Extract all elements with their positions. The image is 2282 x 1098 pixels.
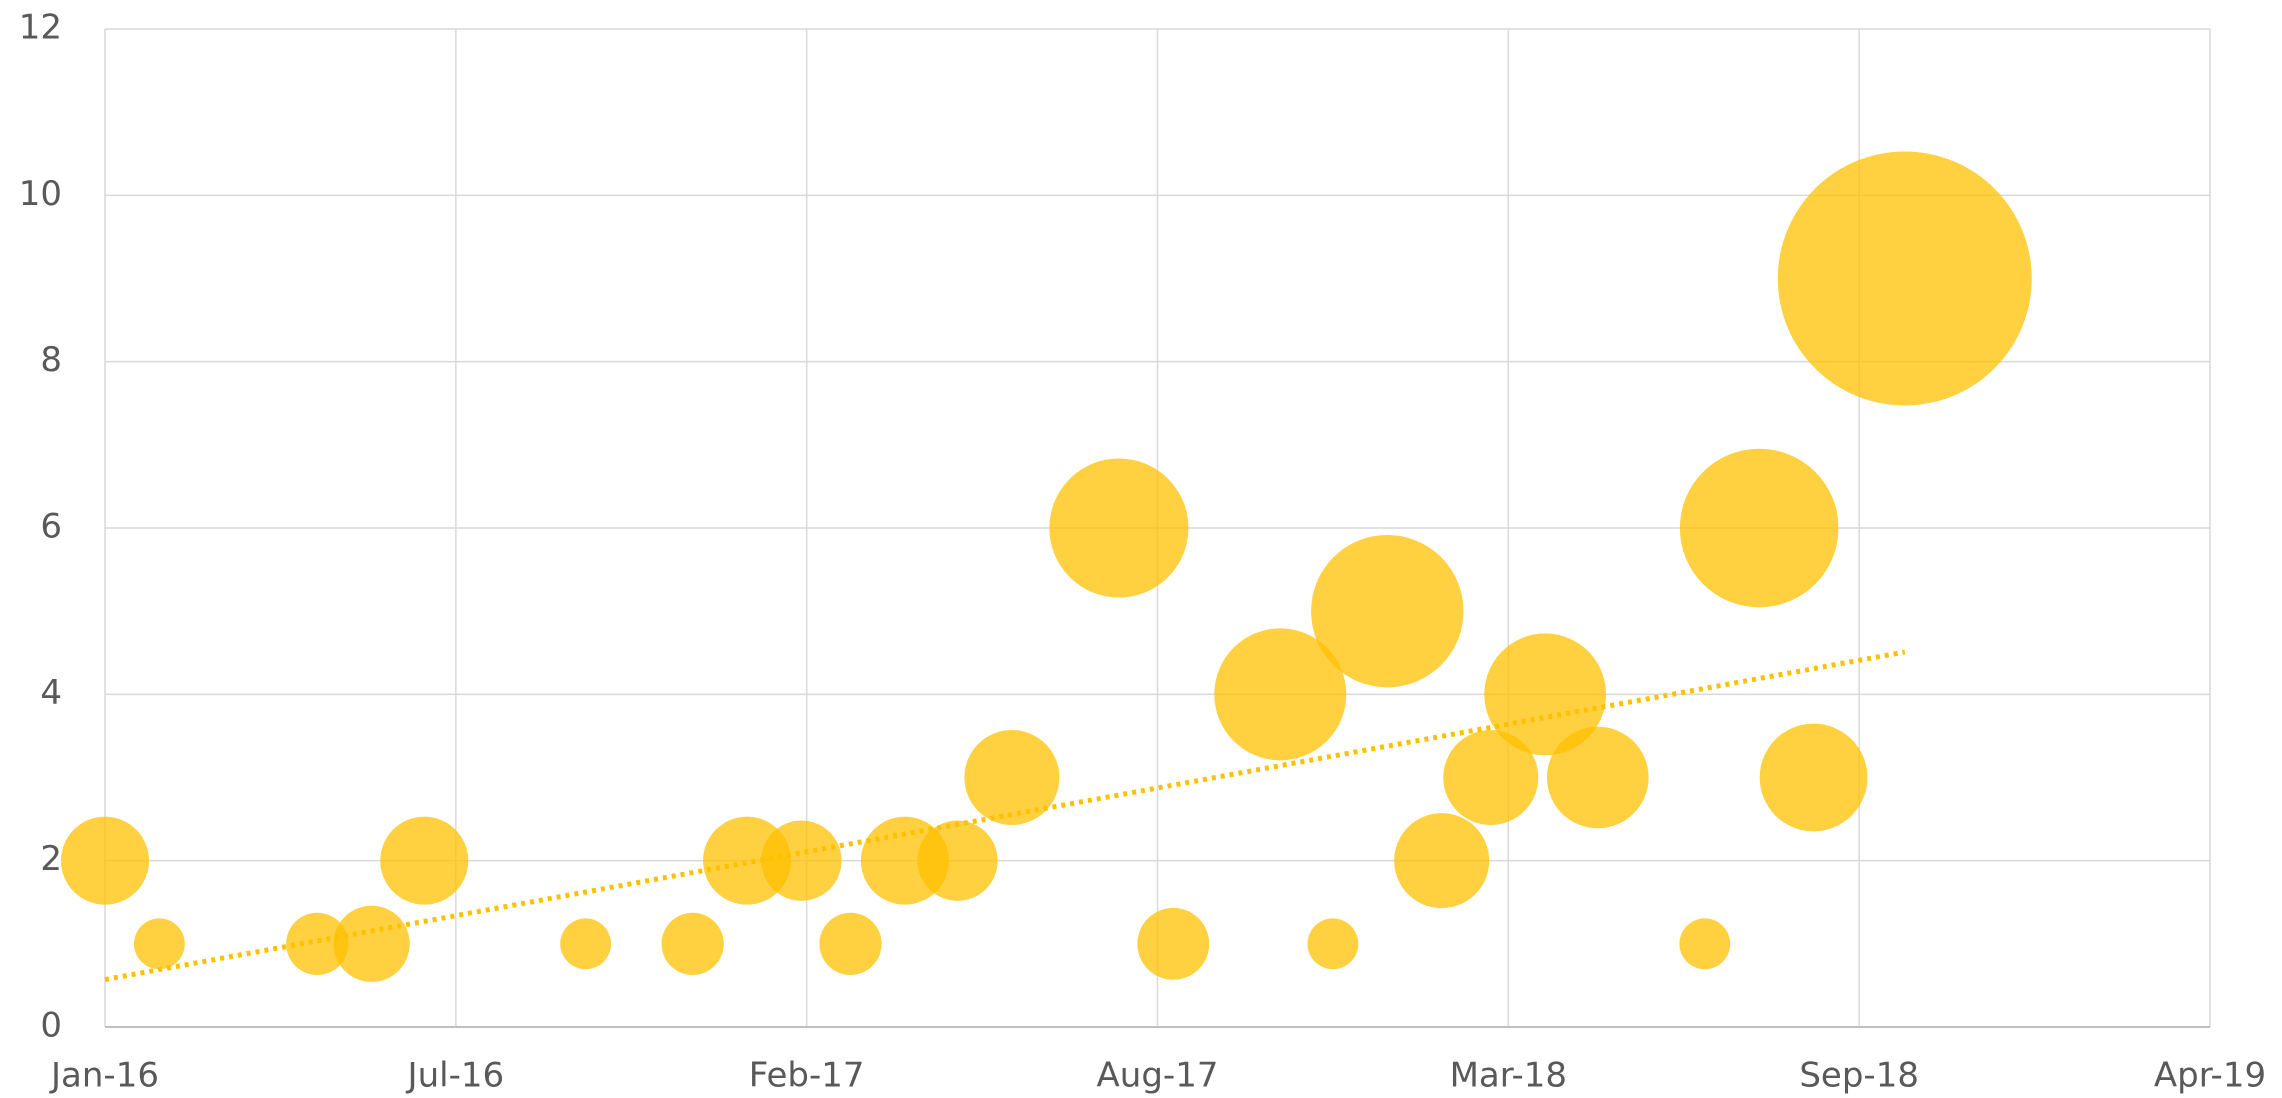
- x-tick-label: Jul-16: [406, 1056, 505, 1096]
- y-tick-label: 2: [40, 839, 62, 879]
- x-tick-label: Mar-18: [1450, 1056, 1568, 1096]
- bubble: [1049, 458, 1189, 598]
- bubble: [333, 905, 410, 982]
- bubble: [1777, 151, 2032, 406]
- bubble: [1394, 813, 1490, 909]
- bubble: [819, 912, 882, 975]
- bubble: [380, 816, 469, 905]
- bubble: [1679, 918, 1731, 970]
- bubble: [917, 820, 998, 901]
- y-tick-label: 0: [40, 1006, 62, 1046]
- bubble: [1759, 723, 1868, 832]
- x-tick-label: Aug-17: [1097, 1056, 1219, 1096]
- bubble: [661, 912, 724, 975]
- bubble: [1679, 448, 1839, 608]
- trendline: [104, 649, 1906, 982]
- y-tick-label: 6: [40, 507, 62, 547]
- bubble: [61, 816, 149, 905]
- x-tick-label: Sep-18: [1799, 1056, 1919, 1096]
- bubble: [286, 912, 349, 975]
- bubble: [133, 918, 185, 970]
- bubble: [1311, 534, 1464, 688]
- x-tick-label: Apr-19: [2154, 1056, 2266, 1096]
- bubble: [1546, 726, 1649, 829]
- bubble: [1443, 729, 1539, 826]
- bubble: [560, 918, 612, 970]
- y-tick-label: 8: [40, 340, 62, 380]
- bubble: [1214, 628, 1347, 761]
- bubble: [1137, 907, 1210, 980]
- y-tick-label: 10: [19, 174, 62, 214]
- bubble: [1307, 918, 1359, 970]
- y-tick-label: 4: [40, 673, 62, 713]
- bubble: [761, 820, 842, 901]
- x-tick-label: Jan-16: [49, 1056, 159, 1096]
- bubble: [964, 729, 1060, 826]
- x-tick-label: Feb-17: [749, 1056, 865, 1096]
- y-tick-label: 12: [19, 8, 62, 48]
